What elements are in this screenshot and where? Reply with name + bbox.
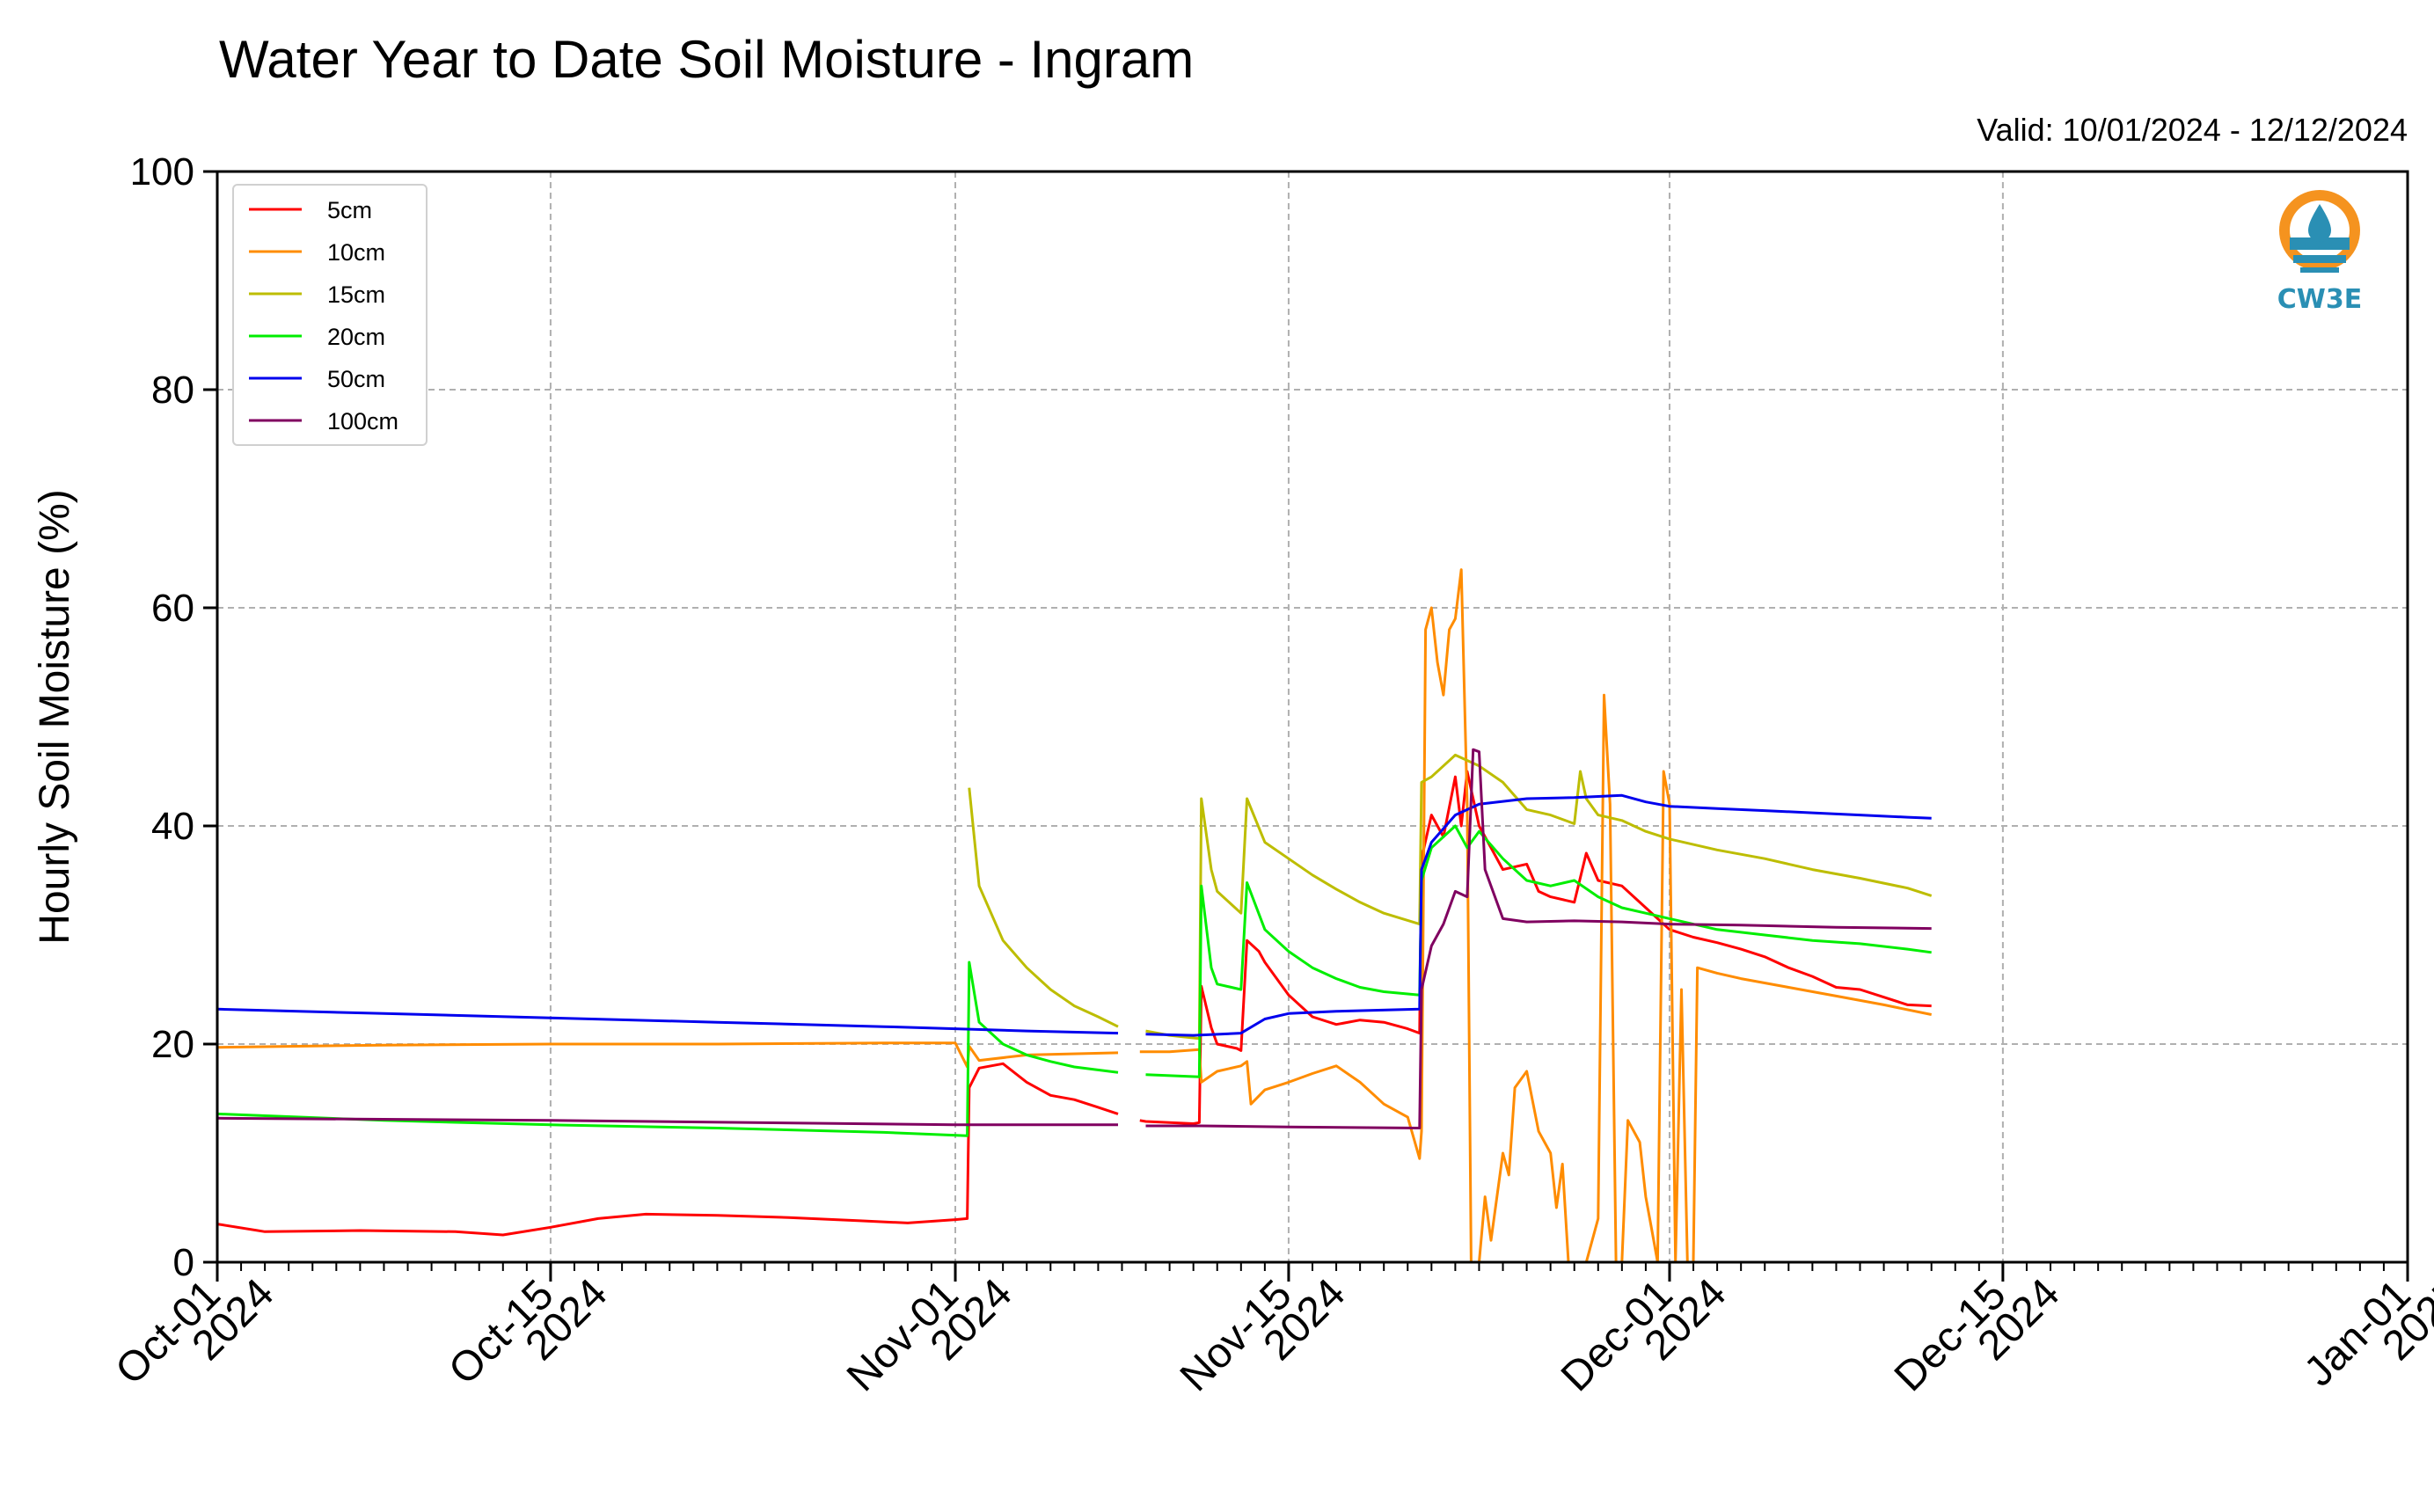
legend-label: 100cm xyxy=(327,408,398,435)
legend: 5cm 10cm 15cm 20cm 50cm 100cm xyxy=(232,184,428,446)
chart-title: Water Year to Date Soil Moisture - Ingra… xyxy=(219,30,1194,89)
logo-waves-icon xyxy=(2290,237,2350,273)
series-line-50cm xyxy=(216,793,1932,1037)
grid xyxy=(217,172,2408,1262)
series-line-5cm xyxy=(216,770,1932,1237)
logo-text: CW3E xyxy=(2277,284,2362,315)
series-line-100cm xyxy=(216,748,1932,1129)
water-drop-icon xyxy=(2308,204,2331,242)
y-tick-label: 40 xyxy=(151,805,194,848)
plot-frame xyxy=(216,170,2409,1264)
series-line-20cm xyxy=(216,824,1932,1137)
legend-label: 10cm xyxy=(327,239,385,266)
legend-label: 50cm xyxy=(327,366,385,392)
series-line-15cm xyxy=(968,753,1933,1041)
plot-lines xyxy=(216,568,1933,1264)
legend-label: 5cm xyxy=(327,197,372,223)
series-line-10cm xyxy=(216,568,1933,1264)
y-tick-label: 80 xyxy=(151,369,194,412)
y-axis-label: Hourly Soil Moisture (%) xyxy=(32,489,78,944)
y-tick-label: 0 xyxy=(173,1241,194,1284)
y-tick-label: 60 xyxy=(151,587,194,630)
y-axis: 0 20 40 60 80 100 xyxy=(130,150,217,1284)
y-tick-label: 20 xyxy=(151,1023,194,1066)
chart-subtitle: Valid: 10/01/2024 - 12/12/2024 xyxy=(1977,112,2408,148)
legend-label: 20cm xyxy=(327,324,385,350)
cw3e-logo: CW3E xyxy=(2277,190,2362,315)
y-tick-label: 100 xyxy=(130,150,194,194)
legend-box xyxy=(232,184,428,446)
legend-label: 15cm xyxy=(327,281,385,308)
